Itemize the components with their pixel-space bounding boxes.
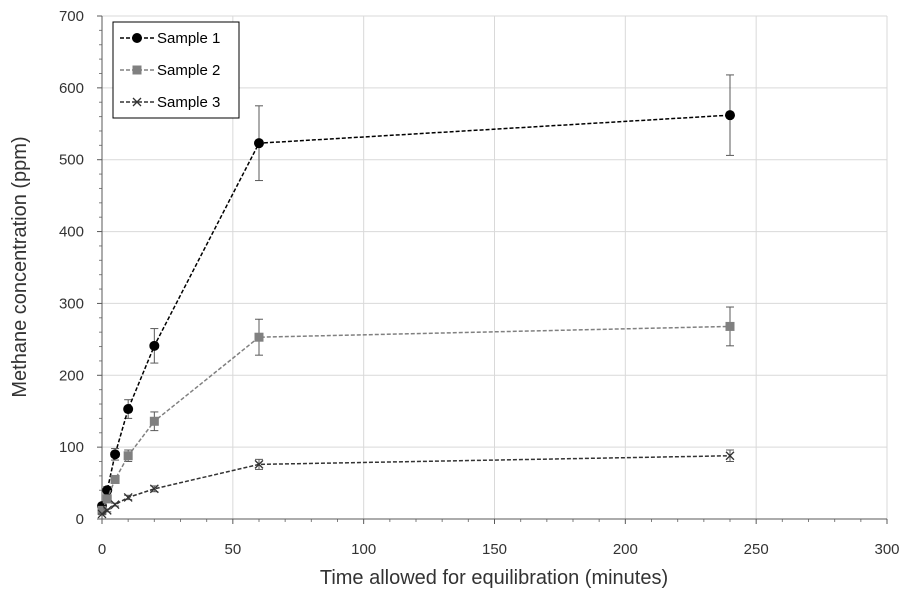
y-tick-label: 100 — [59, 439, 84, 456]
data-point — [725, 110, 735, 121]
x-tick-label: 100 — [351, 541, 376, 558]
legend: Sample 1 Sample 2 Sample 3 — [112, 21, 240, 119]
data-point — [97, 509, 107, 519]
x-tick-label: 250 — [744, 541, 769, 558]
y-tick-label: 700 — [59, 8, 84, 25]
x-axis-ticks: 0 50 100 150 200 250 300 — [98, 541, 900, 558]
data-point — [102, 494, 112, 504]
legend-label-sample-1: Sample 1 — [157, 30, 220, 47]
y-tick-label: 500 — [59, 152, 84, 169]
legend-marker-sample-3 — [132, 97, 142, 107]
x-tick-label: 50 — [224, 541, 241, 558]
data-point — [102, 505, 112, 515]
data-point — [725, 451, 735, 461]
data-point — [110, 449, 121, 460]
data-point — [110, 474, 120, 484]
x-tick-label: 150 — [482, 541, 507, 558]
legend-label-sample-3: Sample 3 — [157, 94, 220, 111]
data-point — [123, 404, 134, 415]
y-tick-label: 0 — [76, 511, 84, 528]
legend-marker-sample-2 — [132, 65, 142, 75]
series-2 — [97, 306, 735, 515]
series-3 — [97, 449, 735, 519]
y-tick-label: 400 — [59, 224, 84, 241]
x-tick-label: 200 — [613, 541, 638, 558]
data-point — [110, 500, 120, 510]
axes — [97, 15, 888, 524]
legend-marker-sample-1 — [132, 33, 142, 43]
x-axis-title: Time allowed for equilibration (minutes) — [320, 567, 668, 589]
data-point — [254, 459, 264, 469]
data-point — [725, 321, 735, 331]
data-point — [149, 484, 159, 494]
x-tick-label: 300 — [874, 541, 899, 558]
series-layer — [97, 74, 735, 519]
data-point — [123, 451, 133, 461]
data-point — [254, 138, 264, 149]
y-axis-title: Methane concentration (ppm) — [9, 136, 31, 397]
data-point — [97, 505, 107, 515]
data-point — [254, 332, 264, 342]
y-tick-label: 200 — [59, 367, 84, 384]
y-tick-label: 600 — [59, 80, 84, 97]
y-axis-ticks: 0 100 200 300 400 500 600 700 — [59, 8, 84, 528]
grid — [102, 15, 888, 519]
data-point — [149, 416, 159, 426]
y-tick-label: 300 — [59, 295, 84, 312]
x-tick-label: 0 — [98, 541, 106, 558]
data-point — [123, 492, 133, 502]
data-point — [149, 340, 160, 351]
legend-label-sample-2: Sample 2 — [157, 62, 220, 79]
